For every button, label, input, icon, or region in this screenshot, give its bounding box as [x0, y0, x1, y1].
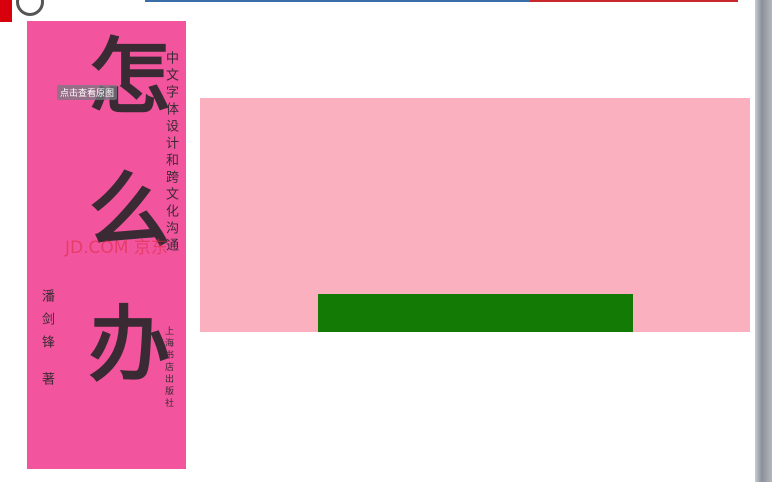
top-line-red	[530, 0, 738, 2]
pink-box	[200, 98, 750, 332]
red-corner	[0, 0, 12, 22]
green-bar	[318, 294, 633, 332]
book-subtitle: 中文字体设计和跨文化沟通	[163, 51, 178, 255]
logo	[16, 0, 44, 16]
book-cover: 怎么办 中文字体设计和跨文化沟通 潘剑锋 著 上海书店出版社 JD.COM 京东…	[27, 21, 186, 469]
watermark: JD.COM 京东	[65, 238, 168, 258]
top-line-blue	[145, 0, 530, 2]
view-original-button[interactable]: 点击查看原图	[57, 85, 118, 100]
scrollbar[interactable]	[755, 0, 772, 482]
book-author: 潘剑锋 著	[39, 289, 54, 396]
book-title: 怎么办	[74, 33, 170, 435]
book-publisher: 上海书店出版社	[163, 326, 173, 410]
